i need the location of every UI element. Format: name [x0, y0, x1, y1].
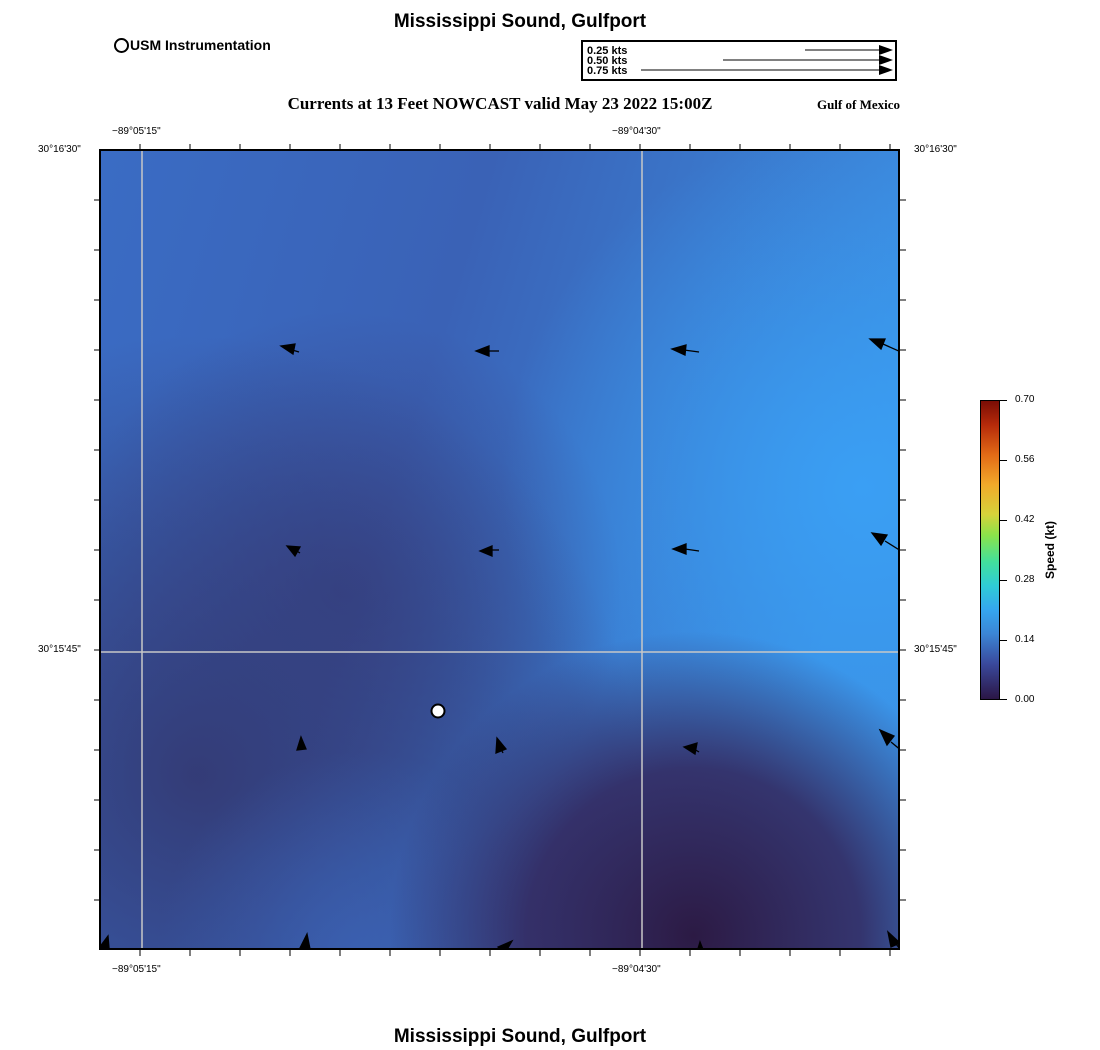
speed-field-slowest-zone [101, 151, 898, 948]
current-arrow-icon [285, 545, 302, 558]
speed-colorbar [980, 400, 1000, 700]
colorbar-tick [1000, 640, 1007, 641]
colorbar-tick [1000, 520, 1007, 521]
current-arrow-icon [868, 338, 898, 352]
usm-instrumentation-marker-icon [114, 38, 129, 53]
current-arrow-icon [886, 930, 898, 948]
current-arrow-icon [299, 932, 311, 948]
current-vectors [101, 338, 898, 948]
colorbar-label-042: 0.42 [1015, 514, 1035, 525]
lat-label-left-1: 30°16'30" [38, 144, 81, 155]
colorbar-tick [1000, 699, 1007, 700]
current-arrow-icon [279, 343, 300, 356]
colorbar-label-028: 0.28 [1015, 574, 1035, 585]
lon-label-top-1: −89°05'15" [112, 126, 161, 137]
current-arrow-icon [101, 934, 110, 948]
current-arrow-icon [697, 940, 704, 948]
colorbar-label-056: 0.56 [1015, 454, 1035, 465]
current-arrow-icon [671, 543, 700, 555]
vector-scale-legend: 0.25 kts 0.50 kts 0.75 kts [581, 40, 897, 81]
current-arrow-icon [670, 344, 700, 356]
region-label: Gulf of Mexico [816, 97, 900, 112]
colorbar-tick [1000, 580, 1007, 581]
current-arrow-icon [474, 345, 499, 357]
lat-label-right-1: 30°16'30" [914, 144, 957, 155]
current-arrow-icon [495, 736, 508, 754]
colorbar-label-000: 0.00 [1015, 694, 1035, 705]
graticule [101, 151, 898, 948]
map-footer-title: Mississippi Sound, Gulfport [393, 1026, 647, 1047]
colorbar-tick [1000, 400, 1007, 401]
usm-instrumentation-site-icon [430, 703, 446, 719]
scale-arrows [641, 45, 893, 75]
map-canvas [101, 151, 898, 948]
lon-label-bottom-2: −89°04'30" [612, 964, 661, 975]
current-arrow-icon [296, 735, 307, 751]
scale-label-050: 0.50 kts [587, 55, 628, 67]
scale-arrow-050-head-icon [879, 55, 893, 65]
lat-label-left-2: 30°15'45" [38, 644, 81, 655]
usm-instrumentation-legend-label: USM Instrumentation [130, 37, 271, 53]
current-arrow-icon [682, 742, 700, 756]
scale-label-075: 0.75 kts [587, 65, 628, 77]
map-title: Mississippi Sound, Gulfport [393, 11, 647, 32]
colorbar-title: Speed (kt) [1043, 520, 1057, 580]
forecast-subtitle: Currents at 13 Feet NOWCAST valid May 23… [287, 94, 713, 113]
colorbar-label-070: 0.70 [1015, 394, 1035, 405]
lat-label-right-2: 30°15'45" [914, 644, 957, 655]
scale-arrow-025-head-icon [879, 45, 893, 55]
current-arrow-icon [496, 939, 514, 948]
scale-arrow-075-head-icon [879, 65, 893, 75]
colorbar-tick [1000, 460, 1007, 461]
current-speed-map[interactable] [99, 149, 900, 950]
current-arrow-icon [878, 728, 898, 749]
colorbar-label-014: 0.14 [1015, 634, 1035, 645]
current-arrow-icon [870, 532, 898, 550]
lon-label-bottom-1: −89°05'15" [112, 964, 161, 975]
scale-label-025: 0.25 kts [587, 45, 628, 57]
lon-label-top-2: −89°04'30" [612, 126, 661, 137]
current-arrow-icon [478, 545, 499, 557]
